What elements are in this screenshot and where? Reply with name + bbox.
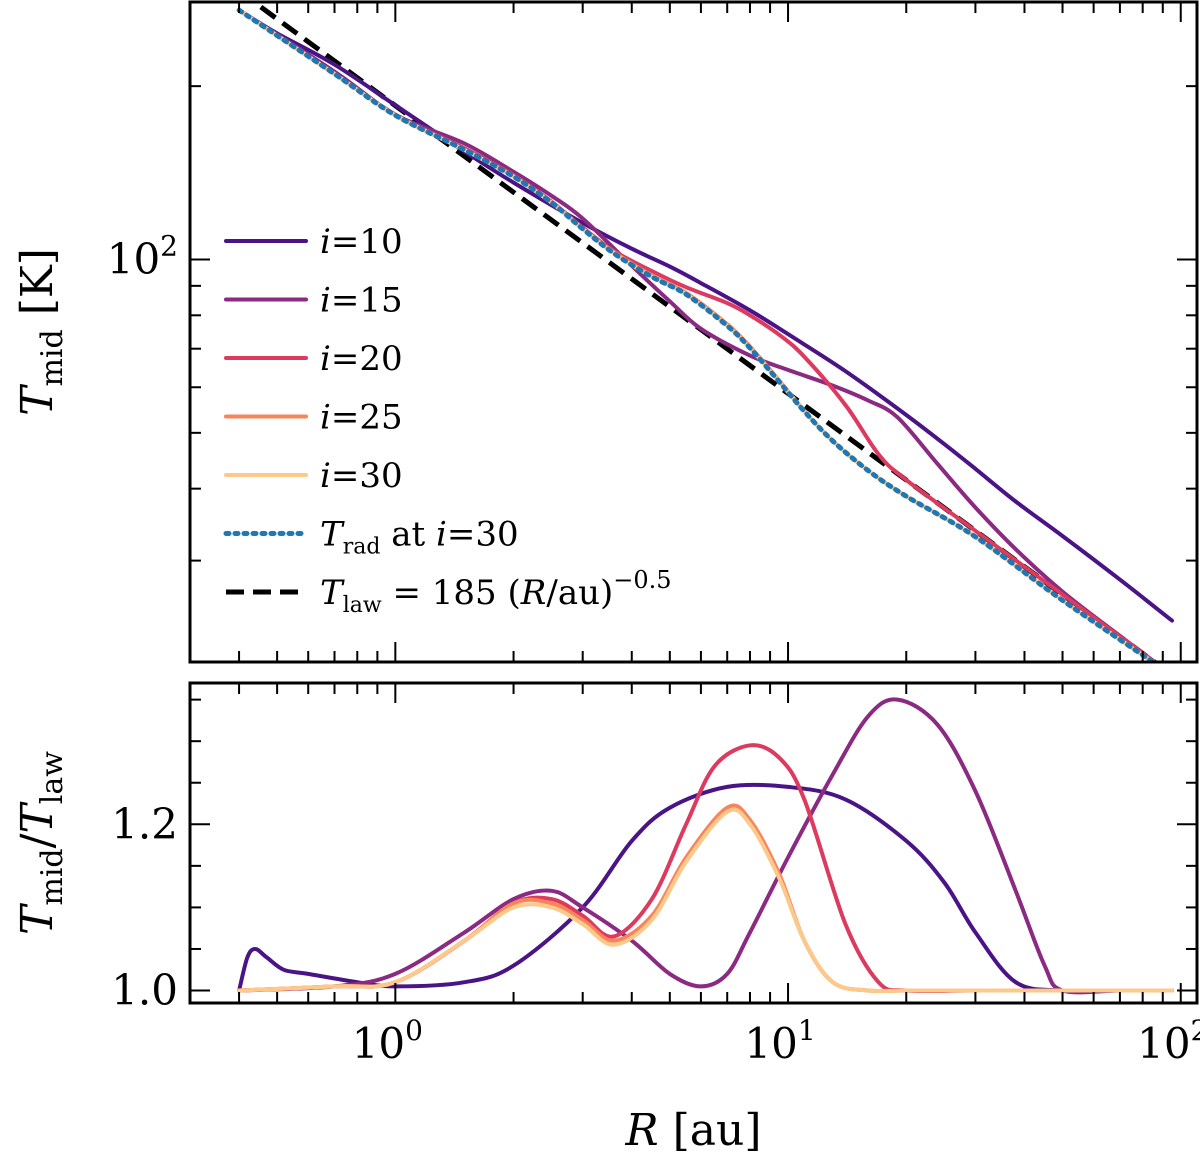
tick-exponent: 2 xyxy=(160,229,178,262)
ylabel-symbol: T xyxy=(12,801,63,834)
tick-base: 10 xyxy=(352,1019,405,1068)
legend-text: at xyxy=(380,515,436,555)
legend-symbol: i xyxy=(320,456,331,496)
legend-text: =20 xyxy=(331,339,403,379)
legend-subscript: law xyxy=(343,593,382,618)
legend-label-i-30: i=30 xyxy=(320,456,403,496)
legend-symbol: T xyxy=(320,573,345,613)
xlabel-unit: [au] xyxy=(659,1105,762,1156)
bottom-series-i-30 xyxy=(237,807,1174,994)
xlabel-symbol: R xyxy=(624,1105,658,1156)
bottom-series-lines xyxy=(237,697,1174,995)
top-ytick-label: 102 xyxy=(107,229,178,283)
top-frame xyxy=(188,0,1199,664)
top-y-axis-label: Tmid [K] xyxy=(12,248,70,416)
legend-text: =25 xyxy=(331,398,403,438)
ylabel-subscript: mid xyxy=(35,329,70,386)
ylabel-subscript: law xyxy=(35,751,70,804)
top-series-lines xyxy=(236,2,1174,662)
legend-symbol: T xyxy=(320,515,345,555)
legend-symbol: R xyxy=(520,573,547,613)
legend-text: = 185 ( xyxy=(382,573,521,613)
bottom-xtick-label: 100 xyxy=(352,1014,423,1068)
legend-symbol: i xyxy=(320,339,331,379)
tick-base: 10 xyxy=(1137,1019,1190,1068)
bottom-series-i-15 xyxy=(237,697,1174,995)
legend-text: =10 xyxy=(331,222,403,262)
legend-text: =15 xyxy=(331,281,403,321)
legend-symbol: i xyxy=(320,281,331,321)
legend-text: =30 xyxy=(331,456,403,496)
legend-label-i-20: i=20 xyxy=(320,339,403,379)
top-series-i-15 xyxy=(237,8,1159,662)
tick-exponent: 1 xyxy=(798,1014,816,1047)
legend-text: /au) xyxy=(546,573,613,613)
legend-label-t-law: Tlaw = 185 (R/au)−0.5 xyxy=(320,566,672,618)
legend-symbol: i xyxy=(320,398,331,438)
tick-base: 10 xyxy=(744,1019,797,1068)
legend-symbol: i xyxy=(320,222,331,262)
bottom-ytick-label: 1.2 xyxy=(111,799,178,848)
bottom-frame xyxy=(188,681,1199,1005)
tick-exponent: 0 xyxy=(405,1014,423,1047)
bottom-xtick-label: 101 xyxy=(744,1014,815,1068)
legend-superscript: −0.5 xyxy=(613,566,671,594)
bottom-series-i-10 xyxy=(237,782,1174,994)
ylabel-subscript: mid xyxy=(35,848,70,905)
bottom-xtick-label: 102 xyxy=(1137,1014,1200,1068)
ylabel-symbol: T xyxy=(12,383,63,416)
legend-text: =30 xyxy=(447,515,519,555)
legend-subscript: rad xyxy=(343,535,381,560)
bottom-ytick-label: 1.0 xyxy=(111,966,178,1015)
legend-label-i-25: i=25 xyxy=(320,398,403,438)
ylabel-symbol: T xyxy=(12,902,63,935)
top-series-i-10 xyxy=(237,8,1174,623)
ylabel-slash: / xyxy=(12,833,63,848)
legend-label-t-rad-at-i-30: Trad at i=30 xyxy=(320,515,519,560)
ylabel-unit: [K] xyxy=(12,248,63,329)
bottom-y-axis-label: Tmid/Tlaw xyxy=(12,751,70,935)
tick-exponent: 2 xyxy=(1191,1014,1200,1047)
x-axis-label: R [au] xyxy=(624,1105,761,1156)
legend-symbol: i xyxy=(436,515,447,555)
tick-base: 10 xyxy=(107,234,160,283)
legend-label-i-10: i=10 xyxy=(320,222,403,262)
top-series-t-rad-at-i-30 xyxy=(236,7,1158,662)
legend-label-i-15: i=15 xyxy=(320,281,403,321)
